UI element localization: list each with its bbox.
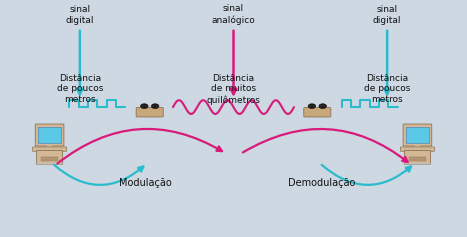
FancyBboxPatch shape: [35, 124, 64, 146]
Ellipse shape: [145, 105, 147, 108]
Ellipse shape: [323, 105, 325, 108]
Bar: [41, 157, 58, 158]
Ellipse shape: [141, 104, 148, 109]
Text: Distância
de muitos
quilômetros: Distância de muitos quilômetros: [206, 74, 261, 105]
Text: Demodulação: Demodulação: [288, 178, 356, 188]
Text: sinal
digital: sinal digital: [65, 5, 94, 25]
Text: Distância
de poucos
metros: Distância de poucos metros: [57, 74, 103, 104]
Ellipse shape: [319, 104, 326, 109]
Text: sinal
analógico: sinal analógico: [212, 4, 255, 25]
Bar: [38, 127, 61, 143]
FancyBboxPatch shape: [36, 150, 63, 164]
Ellipse shape: [156, 105, 158, 108]
Bar: [415, 145, 419, 147]
FancyBboxPatch shape: [403, 124, 432, 146]
FancyBboxPatch shape: [304, 108, 331, 117]
FancyBboxPatch shape: [404, 150, 431, 164]
Bar: [409, 157, 426, 158]
Bar: [41, 160, 58, 161]
FancyBboxPatch shape: [136, 108, 163, 117]
Text: Modulação: Modulação: [119, 178, 171, 188]
Bar: [48, 145, 52, 147]
Text: sinal
digital: sinal digital: [373, 5, 402, 25]
Ellipse shape: [142, 105, 144, 108]
Ellipse shape: [320, 105, 322, 108]
Ellipse shape: [308, 104, 316, 109]
Ellipse shape: [34, 163, 65, 165]
Bar: [409, 160, 426, 161]
Ellipse shape: [309, 105, 311, 108]
Ellipse shape: [152, 105, 155, 108]
Ellipse shape: [402, 163, 433, 165]
Ellipse shape: [312, 105, 315, 108]
Ellipse shape: [151, 104, 159, 109]
FancyBboxPatch shape: [33, 147, 67, 151]
Text: Distância
de poucos
metros: Distância de poucos metros: [364, 74, 410, 104]
Bar: [406, 127, 429, 143]
FancyBboxPatch shape: [400, 147, 434, 151]
